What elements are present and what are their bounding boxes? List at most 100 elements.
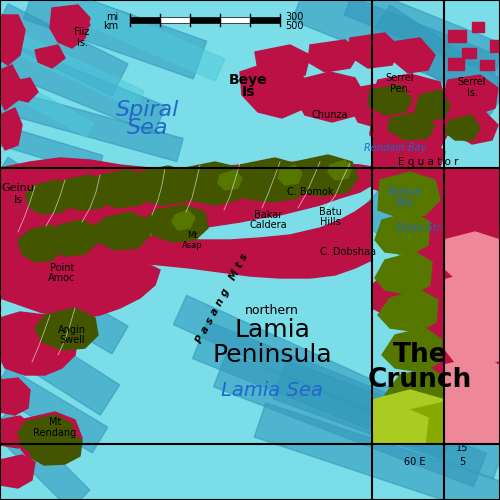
Polygon shape — [232, 158, 308, 202]
Polygon shape — [0, 41, 166, 134]
Text: 300: 300 — [285, 12, 304, 22]
Text: Bomok: Bomok — [388, 187, 422, 197]
Polygon shape — [254, 403, 500, 500]
Text: Peninsula: Peninsula — [212, 343, 332, 367]
Text: Asap: Asap — [182, 240, 203, 250]
Text: Amoc: Amoc — [48, 273, 76, 283]
Polygon shape — [55, 175, 112, 210]
Polygon shape — [375, 252, 432, 295]
Polygon shape — [285, 155, 358, 196]
Polygon shape — [448, 112, 495, 142]
Polygon shape — [372, 168, 500, 444]
Text: The: The — [392, 342, 448, 368]
Bar — [130, 17, 160, 23]
Polygon shape — [308, 40, 360, 72]
Polygon shape — [472, 22, 484, 32]
Polygon shape — [445, 115, 480, 140]
Polygon shape — [0, 158, 88, 232]
Polygon shape — [388, 112, 435, 140]
Polygon shape — [370, 5, 500, 115]
Text: Caldera: Caldera — [249, 220, 287, 230]
Polygon shape — [0, 88, 183, 162]
Polygon shape — [0, 410, 90, 500]
Polygon shape — [214, 353, 486, 487]
Polygon shape — [52, 10, 90, 40]
Polygon shape — [0, 175, 42, 235]
Polygon shape — [0, 65, 20, 110]
Text: Is.: Is. — [466, 88, 477, 98]
Text: 60 E: 60 E — [404, 457, 426, 467]
Polygon shape — [278, 165, 302, 185]
Text: 500: 500 — [285, 21, 304, 31]
Polygon shape — [444, 270, 500, 368]
Polygon shape — [0, 126, 103, 174]
Text: Chunza: Chunza — [312, 110, 348, 120]
Text: Is: Is — [242, 85, 254, 99]
Polygon shape — [372, 408, 428, 444]
Polygon shape — [0, 455, 35, 488]
Polygon shape — [35, 308, 98, 350]
Polygon shape — [0, 228, 160, 318]
Text: Serrel: Serrel — [386, 73, 414, 83]
Polygon shape — [292, 0, 500, 100]
Polygon shape — [0, 238, 30, 272]
Text: Spiral: Spiral — [116, 100, 180, 120]
Polygon shape — [388, 220, 500, 370]
Polygon shape — [145, 205, 208, 242]
Text: Diran Str.: Diran Str. — [397, 223, 443, 233]
Polygon shape — [25, 180, 74, 214]
Polygon shape — [382, 328, 442, 372]
Text: Lamia: Lamia — [234, 318, 310, 342]
Text: Point: Point — [50, 263, 74, 273]
Polygon shape — [92, 212, 150, 250]
Polygon shape — [372, 74, 445, 122]
Polygon shape — [370, 108, 450, 152]
Polygon shape — [378, 172, 440, 218]
Polygon shape — [0, 73, 94, 137]
Polygon shape — [350, 82, 422, 130]
Polygon shape — [0, 108, 22, 150]
Text: Is.: Is. — [76, 38, 88, 48]
Polygon shape — [385, 368, 448, 410]
Polygon shape — [0, 200, 372, 278]
Bar — [160, 17, 190, 23]
Polygon shape — [0, 315, 120, 415]
Polygon shape — [0, 15, 25, 65]
Polygon shape — [45, 220, 98, 256]
Polygon shape — [410, 402, 495, 444]
Polygon shape — [0, 204, 110, 296]
Polygon shape — [0, 256, 128, 354]
Polygon shape — [0, 4, 128, 96]
Text: Batu: Batu — [318, 207, 342, 217]
Bar — [250, 17, 280, 23]
Polygon shape — [462, 48, 476, 58]
Text: Bakar: Bakar — [254, 210, 282, 220]
Polygon shape — [0, 158, 372, 232]
Polygon shape — [372, 132, 445, 168]
Polygon shape — [18, 412, 82, 462]
Text: 15: 15 — [456, 443, 468, 453]
Polygon shape — [444, 358, 500, 444]
Text: Mt: Mt — [49, 417, 61, 427]
Polygon shape — [444, 232, 500, 278]
Text: Sea: Sea — [127, 118, 169, 138]
Polygon shape — [172, 210, 195, 230]
Polygon shape — [130, 166, 196, 205]
Text: Swell: Swell — [59, 335, 85, 345]
Polygon shape — [480, 60, 494, 70]
Polygon shape — [178, 162, 248, 205]
Polygon shape — [370, 115, 422, 148]
Polygon shape — [390, 38, 435, 73]
Polygon shape — [55, 0, 225, 81]
Polygon shape — [356, 186, 500, 334]
Polygon shape — [0, 378, 30, 415]
Polygon shape — [455, 112, 498, 144]
Text: E q u a t o r: E q u a t o r — [398, 157, 458, 167]
Polygon shape — [0, 367, 108, 453]
Text: Fiiz: Fiiz — [74, 27, 90, 37]
Polygon shape — [192, 322, 458, 458]
Text: Serrel: Serrel — [458, 77, 486, 87]
Text: Geinu: Geinu — [2, 183, 34, 193]
Text: Beye: Beye — [228, 73, 268, 87]
Text: Rendang: Rendang — [34, 428, 76, 438]
